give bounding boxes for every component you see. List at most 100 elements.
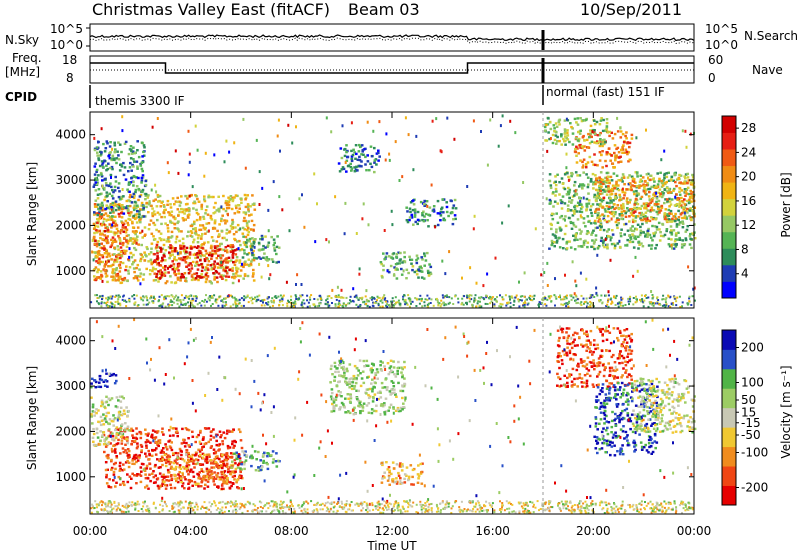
power-panel-cell [182, 218, 186, 221]
power-panel-cell [538, 303, 540, 306]
power-panel-cell [617, 184, 620, 187]
power-panel-cell [582, 297, 585, 300]
power-panel-cell [224, 249, 227, 253]
power-panel-cell [621, 187, 624, 191]
power-panel-cell [104, 147, 108, 150]
power-panel-cell [690, 232, 694, 235]
power-panel-cell [109, 295, 112, 298]
power-panel-cell [614, 220, 618, 224]
velocity-panel-cell [199, 429, 202, 433]
power-panel-cell [226, 295, 229, 298]
power-panel-cell [658, 209, 661, 212]
velocity-panel-cell [229, 470, 232, 473]
power-panel-cell [393, 273, 396, 277]
velocity-panel-cell [204, 459, 207, 463]
power-panel-cell [639, 207, 642, 210]
power-panel-cell [388, 304, 390, 307]
power-panel-cell [580, 230, 583, 233]
power-panel-cell [209, 295, 212, 298]
power-panel-cell [544, 303, 547, 306]
power-panel-colorbar-tick-label: 24 [741, 145, 756, 159]
power-panel-cell [231, 251, 235, 255]
power-panel-cell [137, 198, 140, 202]
power-panel-cell [251, 194, 254, 197]
power-panel-cell [266, 244, 270, 247]
velocity-panel-cell [228, 456, 232, 459]
power-panel-cell [571, 260, 574, 264]
power-panel-cell [385, 132, 388, 136]
power-panel-cell [105, 169, 108, 172]
power-panel-cell [193, 200, 196, 203]
power-panel-cell [392, 305, 395, 308]
power-panel-cell [665, 229, 668, 233]
power-panel-cell [670, 212, 673, 215]
power-panel-cell [223, 236, 226, 240]
power-panel-cell [673, 173, 677, 176]
power-panel-cell [519, 295, 522, 298]
power-panel-cell [686, 225, 690, 228]
power-panel-cell [118, 205, 122, 209]
power-panel-cell [282, 294, 285, 297]
power-panel-cell [209, 280, 213, 284]
power-panel-cell [423, 204, 426, 207]
power-panel-cell [349, 295, 352, 298]
power-panel-cell [156, 117, 159, 120]
power-panel-cell [231, 269, 234, 272]
velocity-panel-cell [218, 457, 221, 461]
power-panel-cell [656, 207, 660, 210]
power-panel-cell [517, 300, 520, 303]
power-panel-cell [631, 210, 634, 213]
power-panel-cell [213, 246, 217, 250]
power-panel-cell [366, 300, 369, 303]
power-panel-cell [406, 220, 410, 224]
power-panel-cell [192, 305, 195, 308]
power-panel-cell [200, 203, 204, 207]
power-panel-cell [664, 208, 668, 211]
power-panel-cell [334, 303, 337, 306]
power-panel-cell [579, 302, 582, 305]
power-panel-cell [572, 296, 575, 299]
power-panel-cell [593, 141, 596, 144]
power-panel-cell [243, 295, 246, 298]
power-panel-cell [648, 219, 652, 223]
power-panel-cell [411, 265, 415, 268]
power-panel-cell [190, 235, 194, 238]
power-panel-cell [99, 203, 102, 206]
velocity-panel-cell [133, 454, 136, 457]
power-panel-cell [183, 212, 186, 215]
power-panel-cell [320, 298, 323, 301]
power-panel-cell [632, 246, 636, 249]
power-panel-cell [612, 199, 615, 202]
power-panel-cell [247, 210, 250, 213]
power-panel-cell [663, 172, 667, 176]
power-panel-cell [563, 128, 567, 131]
power-panel-cell [122, 212, 126, 215]
power-panel-cell [626, 243, 629, 247]
power-panel-cell [358, 267, 361, 271]
power-panel-cell [176, 298, 179, 300]
power-panel-cell [149, 297, 152, 300]
velocity-panel-cell [161, 482, 164, 485]
power-panel-cell [190, 231, 194, 234]
power-panel-cell [349, 162, 352, 166]
velocity-panel-cell [168, 434, 172, 437]
power-panel-cell [166, 199, 170, 203]
power-panel-cell [254, 296, 257, 299]
power-panel-cell [654, 231, 657, 234]
power-panel-cell [609, 258, 612, 262]
power-panel-colorbar-tick-label: 4 [741, 267, 749, 281]
power-panel-cell [587, 231, 590, 234]
power-panel-cell [659, 171, 662, 174]
power-panel-cell [567, 192, 571, 196]
power-panel-cell [688, 201, 692, 204]
power-panel-cell [490, 300, 493, 303]
power-panel-cell [511, 296, 514, 299]
power-panel-cell [110, 258, 113, 261]
power-panel-cell [247, 230, 251, 234]
power-panel-cell [99, 295, 102, 298]
power-panel-cell [100, 213, 103, 216]
power-panel-cell [668, 200, 672, 203]
power-panel-cell [486, 303, 489, 305]
velocity-panel-cell [191, 460, 194, 463]
velocity-panel-cell [145, 484, 149, 487]
